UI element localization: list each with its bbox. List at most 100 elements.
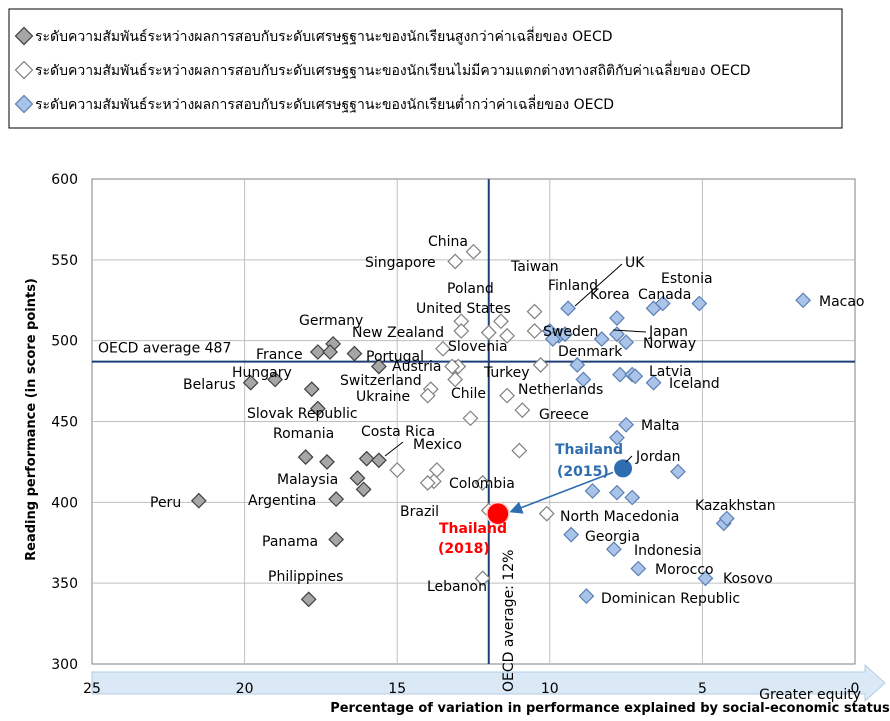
point-below-unlabeled [718, 510, 735, 527]
point-above-romania [297, 449, 314, 465]
label-philippines: Philippines [268, 569, 343, 585]
plot-area [91, 178, 856, 665]
point-not_different-unlabeled [493, 313, 509, 330]
point-below-kosovo [697, 570, 714, 587]
legend-marker-2 [14, 60, 34, 80]
leader-mexico [384, 441, 404, 457]
point-not_different-poland [453, 313, 470, 330]
label-iceland: Iceland [669, 376, 720, 392]
point-above-philippines [300, 591, 317, 608]
point-above-hungary [267, 371, 284, 388]
label-hungary: Hungary [232, 365, 292, 381]
label-colombia: Colombia [449, 476, 515, 492]
point-above-unlabeled [358, 450, 375, 467]
y-tick-label: 600 [51, 172, 78, 188]
legend-label-3: ระดับความสัมพันธ์ระหว่างผลการสอบกับระดับ… [35, 95, 614, 113]
point-not_different-unlabeled [526, 323, 543, 339]
point-below-norway [618, 334, 635, 351]
point-above-unlabeled [319, 453, 335, 470]
oecd-performance-label: OECD average 487 [98, 341, 231, 357]
point-above-france [309, 344, 326, 360]
label-macao: Macao [819, 294, 865, 310]
point-below-korea [645, 300, 662, 317]
point-not_different-lebanon [474, 570, 491, 587]
x-tick-label: 25 [83, 681, 101, 697]
legend: ระดับความสัมพันธ์ระหว่างผลการสอบกับระดับ… [8, 8, 843, 129]
point-above-peru [190, 492, 207, 509]
y-tick-label: 300 [51, 657, 78, 673]
point-above-argentina [328, 491, 345, 508]
label-georgia: Georgia [585, 529, 640, 545]
label-morocco: Morocco [655, 562, 714, 578]
label-poland: Poland [447, 281, 494, 297]
label-kosovo: Kosovo [723, 571, 773, 587]
label-uk: UK [625, 255, 645, 271]
x-tick-label: 20 [236, 681, 254, 697]
label-china: China [428, 234, 468, 250]
label-switzerland: Switzerland [340, 373, 422, 389]
label-austria: Austria [392, 359, 441, 375]
label-thailand-2015-line1: Thailand [555, 442, 623, 458]
y-axis-title: Reading performance (in score points) [24, 278, 39, 561]
point-not_different-new-zealand [453, 323, 470, 339]
point-not_different-unlabeled [511, 442, 528, 459]
point-below-unlabeled [609, 484, 625, 501]
point-below-indonesia [605, 541, 622, 558]
x-tick-label: 10 [541, 681, 559, 697]
point-not_different-unlabeled [447, 371, 464, 388]
point-not_different-unlabeled [389, 462, 406, 478]
point-not_different-mexico [428, 462, 445, 478]
point-above-belarus [242, 374, 259, 391]
point-below-uk [557, 326, 573, 343]
x-tick-label: 15 [388, 681, 406, 697]
label-panama: Panama [262, 534, 318, 550]
point-above-unlabeled [322, 344, 338, 360]
point-above-unlabeled [370, 358, 387, 375]
label-romania: Romania [273, 426, 334, 442]
point-below-latvia [612, 366, 628, 383]
point-not_different-china [465, 243, 482, 260]
point-not_different-unlabeled [526, 303, 543, 320]
point-above-unlabeled [355, 481, 372, 498]
label-latvia: Latvia [649, 364, 692, 380]
point-above-costa-rica [370, 452, 387, 469]
y-tick-label: 550 [51, 253, 78, 269]
legend-label-1: ระดับความสัมพันธ์ระหว่างผลการสอบกับระดับ… [35, 27, 613, 45]
legend-label-2: ระดับความสัมพันธ์ระหว่างผลการสอบกับระดับ… [35, 61, 751, 79]
point-below-unlabeled [544, 331, 561, 347]
point-below-unlabeled [624, 489, 641, 506]
label-brazil: Brazil [400, 504, 439, 520]
label-thailand-2018-line1: Thailand [439, 521, 507, 537]
point-below-jordan [670, 463, 686, 480]
label-taiwan: Taiwan [510, 259, 559, 275]
label-sweden: Sweden [543, 324, 598, 340]
x-axis-title: Percentage of variation in performance e… [330, 701, 890, 716]
label-thailand-2018-line2: (2018) [438, 541, 490, 557]
label-indonesia: Indonesia [634, 543, 702, 559]
point-below-unlabeled [584, 483, 601, 499]
y-tick-label: 350 [51, 576, 78, 592]
label-ukraine: Ukraine [356, 389, 410, 405]
point-below-unlabeled [575, 371, 592, 388]
x-tick-label: 0 [851, 681, 860, 697]
label-netherlands: Netherlands [518, 382, 603, 398]
y-tick-label: 450 [51, 415, 78, 431]
point-below-netherlands [569, 356, 586, 373]
label-new-zealand: New Zealand [352, 325, 444, 341]
point-not_different-turkey [499, 387, 515, 404]
label-slovak-republic: Slovak Republic [247, 406, 358, 422]
label-norway: Norway [643, 336, 696, 352]
y-tick-label: 400 [51, 495, 78, 511]
point-not_different-chile [462, 410, 479, 427]
legend-marker-1 [14, 26, 34, 46]
label-france: France [256, 347, 303, 363]
point-below-georgia [563, 526, 580, 543]
label-germany: Germany [299, 313, 363, 329]
legend-frame [8, 8, 843, 129]
point-below-dominican-republic [578, 588, 595, 605]
point-not_different-greece [514, 402, 531, 419]
point-not_different-north-macedonia [538, 505, 555, 522]
label-mexico: Mexico [413, 437, 462, 453]
